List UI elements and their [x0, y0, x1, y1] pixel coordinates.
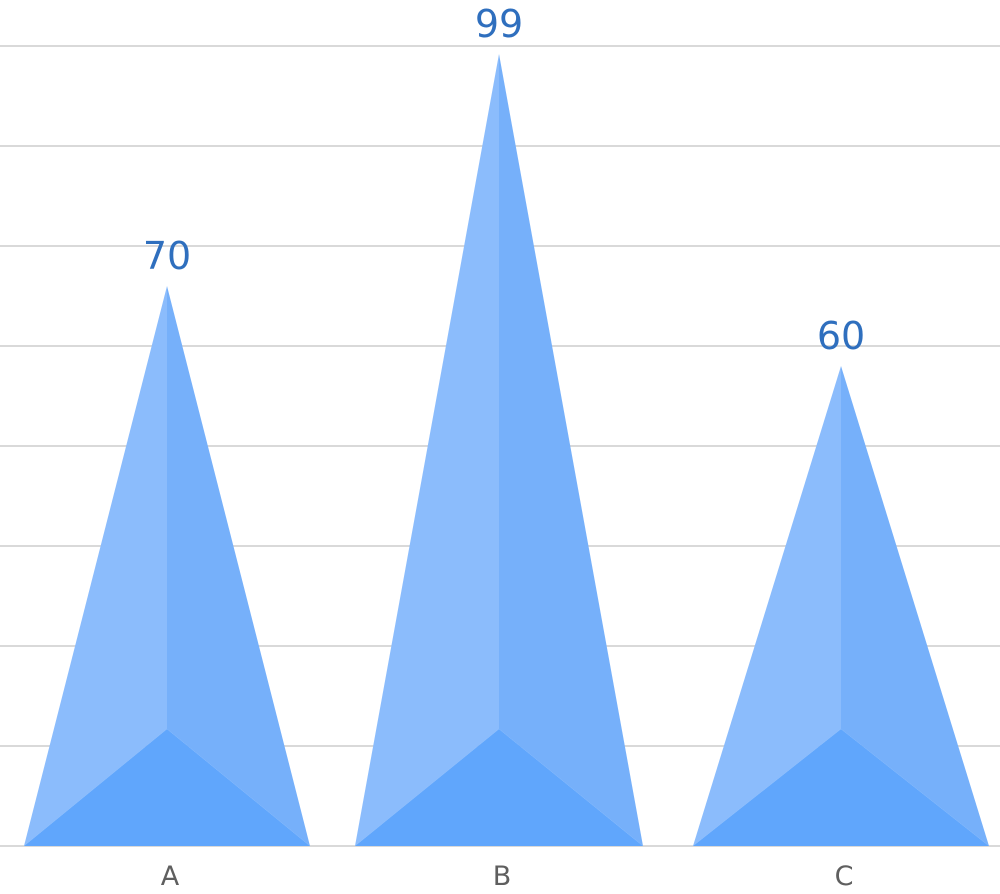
pyramid-left-face	[355, 54, 499, 846]
pyramid-left-face	[693, 366, 841, 846]
value-label-b: 99	[475, 2, 523, 46]
value-label-c: 60	[817, 314, 865, 358]
pyramid-base-face	[355, 729, 643, 846]
value-label-a: 70	[143, 234, 191, 278]
x-tick-label-a: A	[161, 861, 180, 892]
x-tick-label-b: B	[493, 861, 512, 892]
pyramid-base-face	[24, 729, 310, 846]
pyramid-right-face	[167, 286, 310, 846]
pyramid-left-face	[24, 286, 167, 846]
pyramid-bar-a	[24, 286, 310, 846]
x-tick-label-c: C	[835, 861, 854, 892]
pyramid-right-face	[841, 366, 989, 846]
pyramid-right-face	[499, 54, 643, 846]
value-labels: 70 99 60	[143, 2, 865, 358]
bars	[24, 54, 989, 846]
pyramid-bar-b	[355, 54, 643, 846]
pyramid-bar-c	[693, 366, 989, 846]
x-axis-tick-labels: A B C	[161, 861, 854, 892]
pyramid-base-face	[693, 729, 989, 846]
